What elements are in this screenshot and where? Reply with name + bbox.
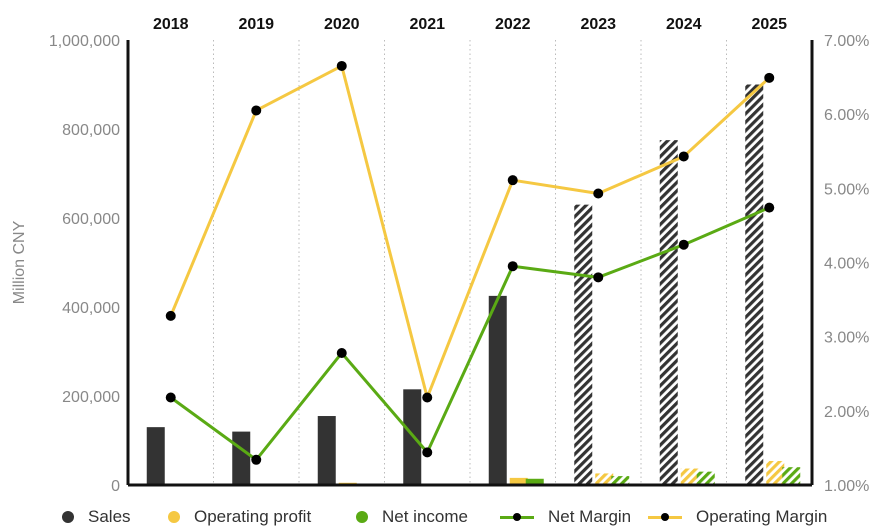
lines: [165, 60, 775, 465]
point-net-margin: [165, 392, 176, 403]
legend-item-operating-profit: Operating profit: [168, 504, 311, 530]
y-axis-title: Million CNY: [11, 220, 28, 304]
legend-swatch: [648, 511, 682, 523]
point-operating-margin: [422, 392, 433, 403]
bars: [146, 84, 801, 485]
point-net-margin: [593, 272, 604, 283]
line-net-margin: [169, 206, 770, 462]
point-operating-margin: [165, 310, 176, 321]
point-operating-margin: [507, 175, 518, 186]
point-net-margin: [251, 454, 262, 465]
bar-net-income: [696, 471, 715, 485]
y2-tick-label: 1.00%: [824, 478, 869, 495]
y2-tick-label: 3.00%: [824, 330, 869, 347]
category-label: 2019: [238, 16, 274, 33]
legend-label: Net Margin: [548, 507, 632, 526]
bar-sales: [574, 204, 593, 485]
bar-net-income: [611, 476, 630, 485]
category-label: 2020: [324, 16, 360, 33]
point-operating-margin: [678, 151, 689, 162]
y2-tick-label: 4.00%: [824, 256, 869, 273]
legend-label: Sales: [88, 507, 131, 526]
point-operating-margin: [251, 105, 262, 116]
bar-sales: [146, 427, 165, 485]
legend-label: Net income: [382, 507, 468, 526]
bar-sales: [232, 431, 251, 485]
y-tick-label: 600,000: [62, 211, 120, 228]
legend-swatch: [500, 511, 534, 523]
y-tick-label: 0: [111, 478, 120, 495]
legend: Sales Operating profit Net income Net Margi…: [0, 504, 880, 530]
point-operating-margin: [336, 60, 347, 71]
labels: 2018 2019 2020 2021 2022 2023 2024 2025 0 200,000…: [11, 16, 869, 495]
point-net-margin: [678, 239, 689, 250]
category-label: 2022: [495, 16, 531, 33]
bar-net-income: [525, 478, 544, 485]
point-net-margin: [507, 261, 518, 272]
y2-tick-label: 6.00%: [824, 107, 869, 124]
y2-tick-label: 7.00%: [824, 33, 869, 50]
point-net-margin: [422, 447, 433, 458]
bar-operating-profit: [509, 477, 528, 485]
bar-operating-profit: [680, 468, 699, 485]
bar-sales: [745, 84, 764, 485]
y-tick-label: 1,000,000: [49, 33, 120, 50]
legend-swatch: [356, 511, 368, 523]
legend-swatch: [62, 511, 74, 523]
point-operating-margin: [593, 188, 604, 199]
y2-tick-label: 2.00%: [824, 404, 869, 421]
category-label: 2021: [409, 16, 445, 33]
category-label: 2024: [666, 16, 702, 33]
chart: 2018 2019 2020 2021 2022 2023 2024 2025 0 200,000…: [11, 16, 869, 495]
axes: [126, 40, 814, 487]
point-net-margin: [764, 202, 775, 213]
bar-sales: [659, 140, 678, 485]
bar-sales: [317, 416, 336, 485]
category-label: 2025: [751, 16, 787, 33]
category-label: 2018: [153, 16, 189, 33]
category-label: 2023: [580, 16, 616, 33]
bar-operating-profit: [595, 473, 614, 485]
legend-label: Operating Margin: [696, 507, 828, 526]
y-tick-label: 800,000: [62, 122, 120, 139]
legend-item-operating-margin: Operating Margin: [648, 504, 827, 530]
line-operating-margin: [169, 64, 771, 399]
point-operating-margin: [764, 72, 775, 83]
y-tick-label: 400,000: [62, 300, 120, 317]
y2-tick-label: 5.00%: [824, 181, 869, 198]
y-tick-label: 200,000: [62, 389, 120, 406]
bar-operating-profit: [766, 460, 785, 485]
legend-swatch: [168, 511, 180, 523]
legend-label: Operating profit: [194, 507, 312, 526]
legend-item-sales: Sales: [62, 504, 131, 530]
legend-item-net-margin: Net Margin: [500, 504, 631, 530]
legend-item-net-income: Net income: [356, 504, 468, 530]
bar-net-income: [782, 467, 801, 485]
point-net-margin: [336, 347, 347, 358]
bar-sales: [488, 295, 507, 485]
